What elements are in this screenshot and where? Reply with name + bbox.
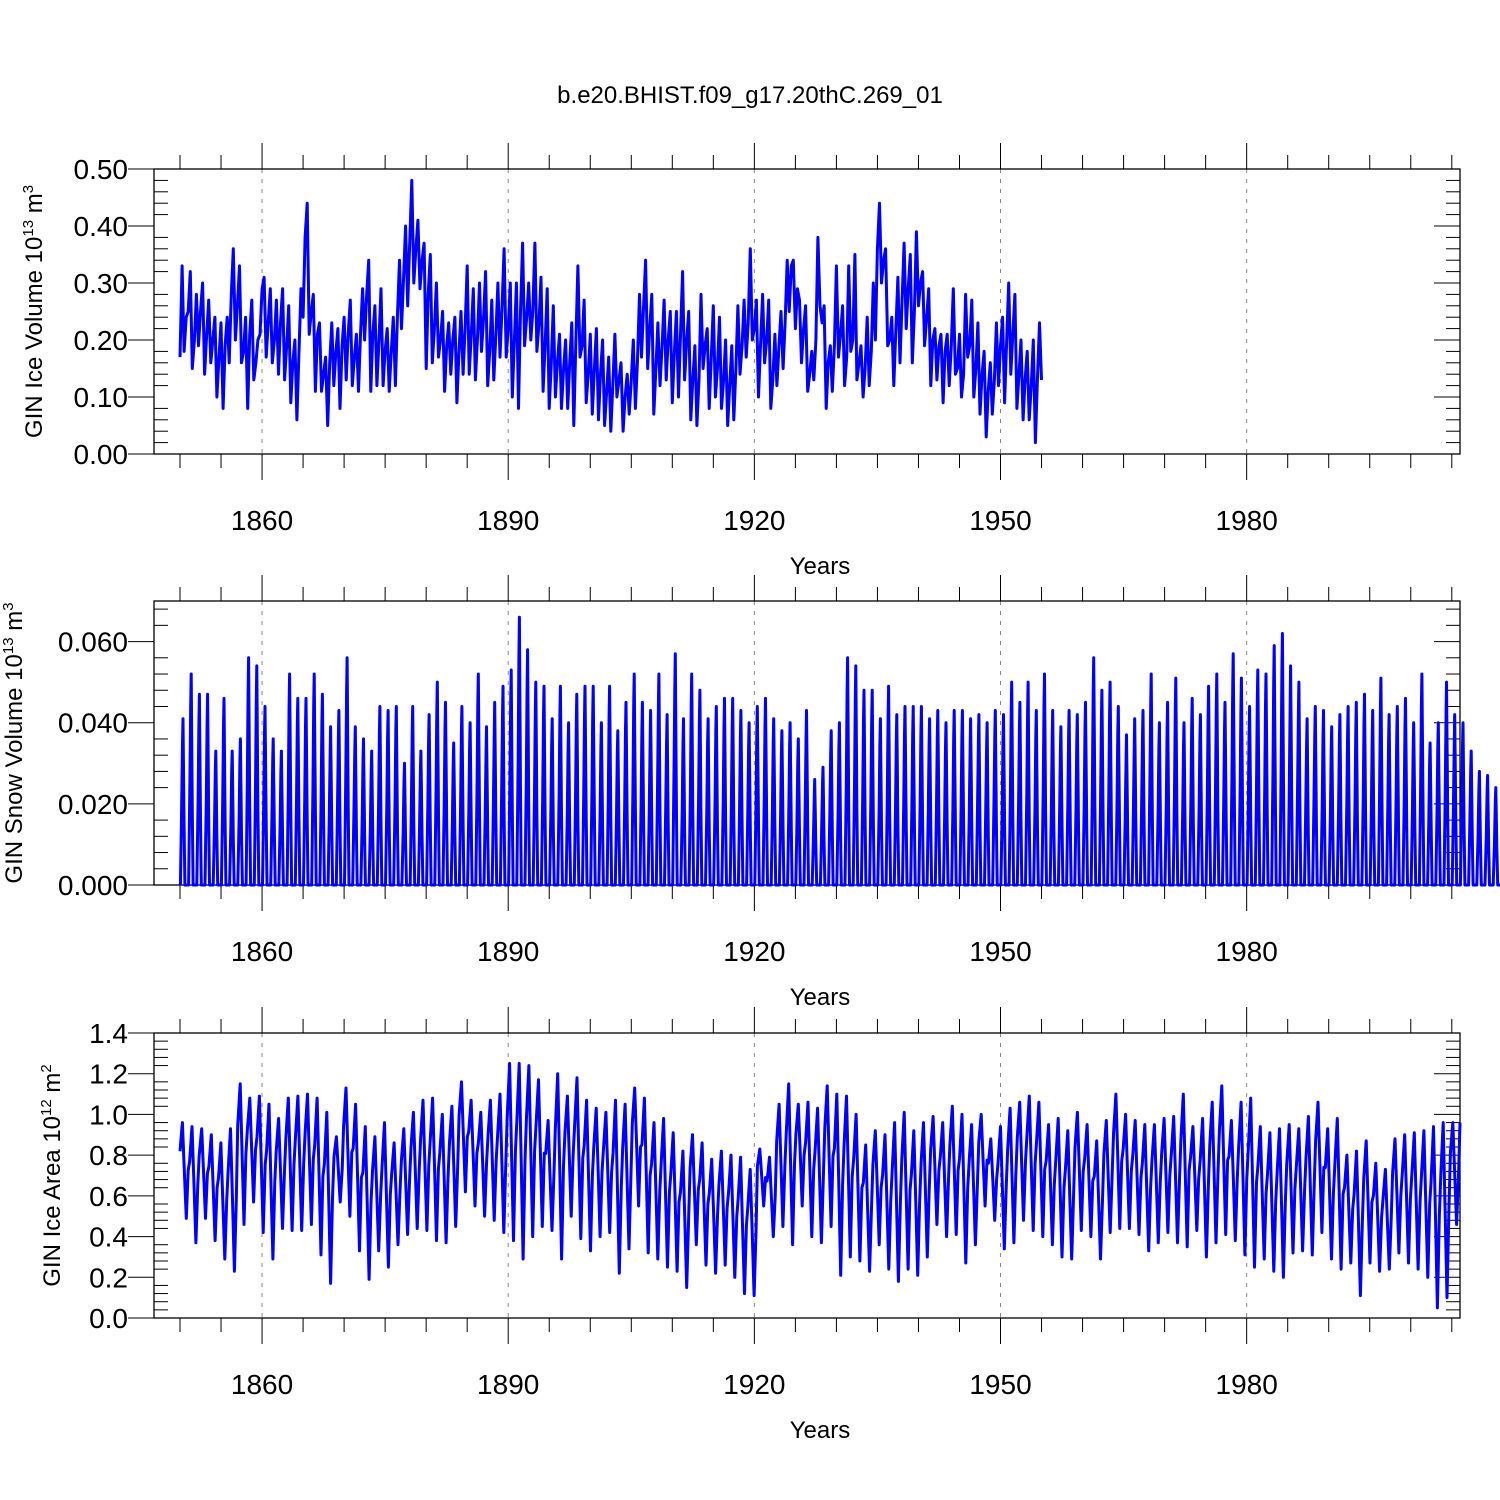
- y-tick-label: 0.40: [74, 211, 129, 242]
- y-tick-label: 0.000: [58, 870, 128, 901]
- x-tick-label: 1920: [723, 1369, 785, 1400]
- panel-ice-area: 0.0 0.2 0.4 0.6 0.8 1.0 1.2 1.4 1860 1890 1920 1950…: [38, 1007, 1462, 1444]
- series-line-bottom: [178, 1062, 1462, 1310]
- figure-title: b.e20.BHIST.f09_g17.20thC.269_01: [557, 82, 943, 109]
- x-tick-label: 1890: [477, 505, 539, 536]
- panel-snow-volume: 0.000 0.020 0.040 0.060 1860 1890 1920 1950 1980…: [0, 575, 1500, 1011]
- x-tick-label: 1860: [231, 936, 293, 967]
- series-line-middle: [178, 615, 1500, 887]
- x-tick-label: 1980: [1216, 505, 1278, 536]
- x-tick-label: 1890: [477, 1369, 539, 1400]
- y-tick-label: 0.8: [89, 1140, 128, 1171]
- y-tick-label: 0.00: [74, 439, 129, 470]
- y-tick-label: 0.0: [89, 1303, 128, 1334]
- y-tick-label: 0.50: [74, 154, 129, 185]
- y-tick-label: 1.2: [89, 1059, 128, 1090]
- x-tick-label: 1920: [723, 505, 785, 536]
- x-tick-label: 1950: [969, 936, 1031, 967]
- y-tick-label: 1.0: [89, 1099, 128, 1130]
- y-tick-label: 0.20: [74, 325, 129, 356]
- y-tick-label: 0.020: [58, 789, 128, 820]
- x-tick-label: 1920: [723, 936, 785, 967]
- x-tick-label: 1860: [231, 505, 293, 536]
- y-tick-label: 0.30: [74, 268, 129, 299]
- panel-ice-volume: 0.00 0.10 0.20 0.30 0.40 0.50 1860 1890 1920 1950…: [20, 143, 1461, 580]
- x-axis-title: Years: [790, 1417, 851, 1444]
- x-axis-title: Years: [790, 984, 851, 1011]
- series-line-top: [178, 178, 1043, 445]
- y-axis-title: GIN Snow Volume 1013 m3: [0, 602, 28, 883]
- y-axis-title: GIN Ice Volume 1013 m3: [20, 185, 48, 438]
- x-tick-label: 1950: [969, 1369, 1031, 1400]
- x-tick-label: 1950: [969, 505, 1031, 536]
- y-tick-label: 0.2: [89, 1262, 128, 1293]
- x-tick-label: 1980: [1216, 936, 1278, 967]
- y-axis-title: GIN Ice Area 1012 m2: [38, 1064, 66, 1286]
- y-tick-label: 1.4: [89, 1018, 128, 1049]
- plot-frame: [153, 168, 1461, 455]
- y-tick-label: 0.040: [58, 708, 128, 739]
- x-tick-label: 1860: [231, 1369, 293, 1400]
- y-tick-label: 0.10: [74, 382, 129, 413]
- x-axis-title: Years: [790, 553, 851, 580]
- x-tick-label: 1890: [477, 936, 539, 967]
- y-tick-label: 0.060: [58, 627, 128, 658]
- y-tick-label: 0.6: [89, 1181, 128, 1212]
- y-tick-label: 0.4: [89, 1222, 128, 1253]
- x-tick-label: 1980: [1216, 1369, 1278, 1400]
